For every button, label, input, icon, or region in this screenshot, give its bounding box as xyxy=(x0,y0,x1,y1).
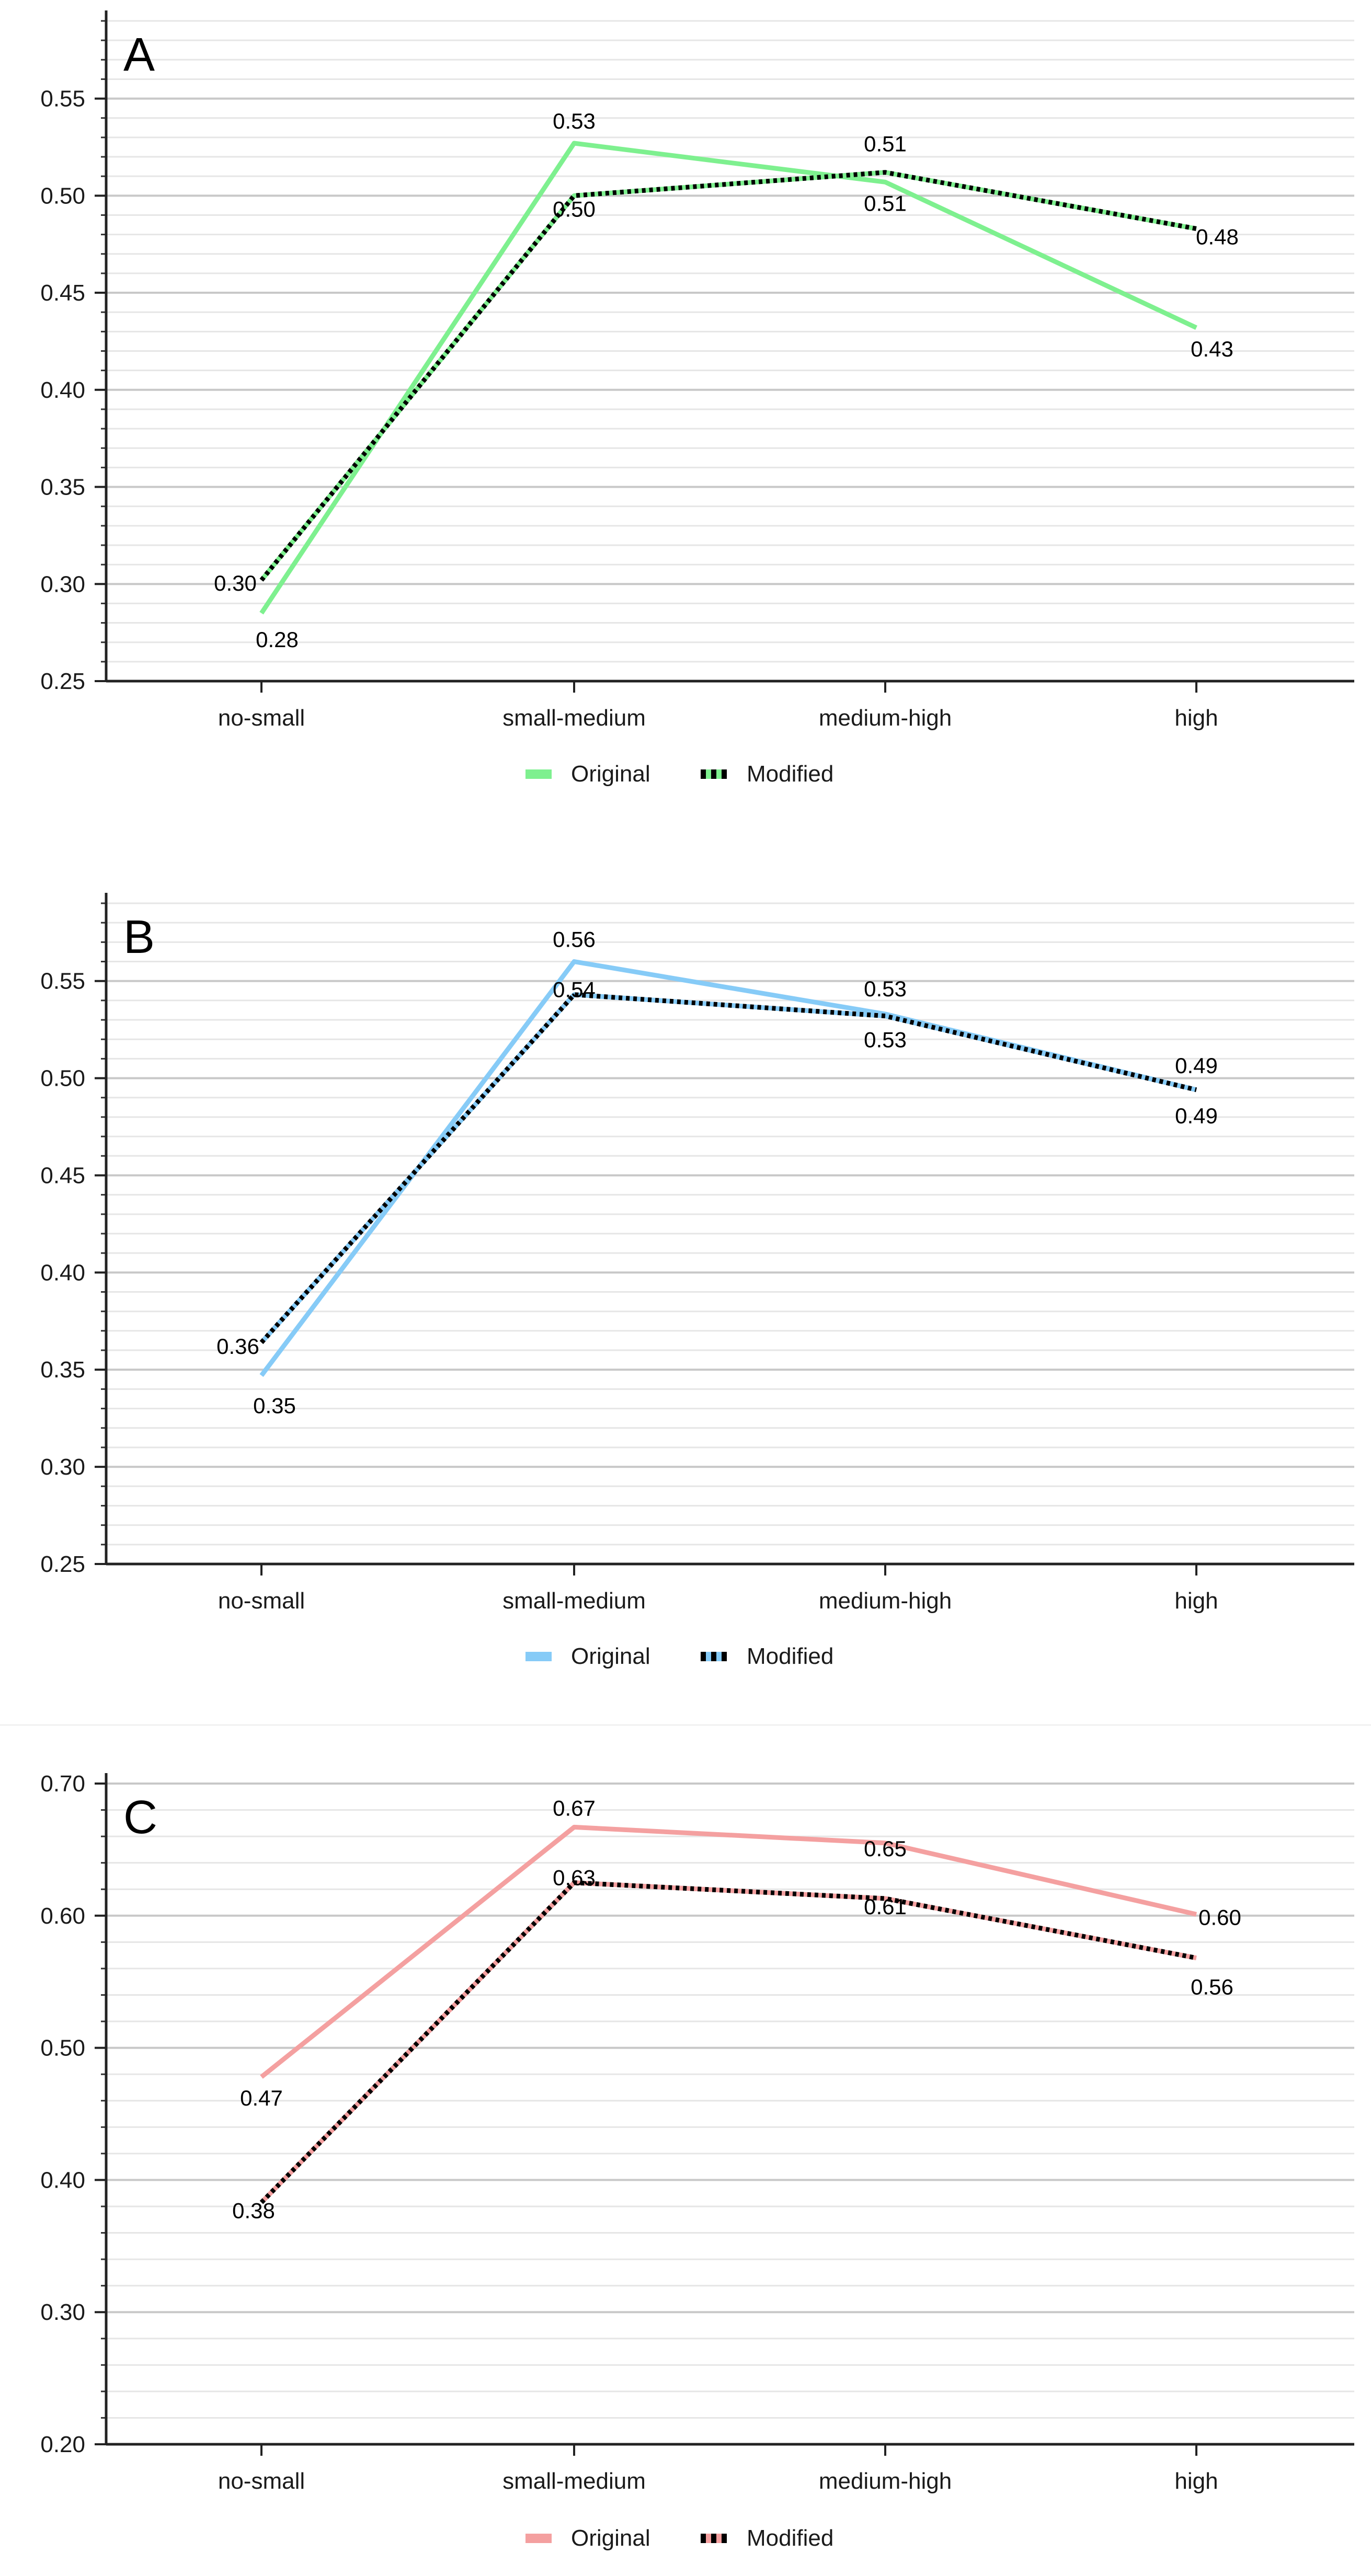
y-tick-label: 0.30 xyxy=(40,1454,85,1480)
x-tick-label: small-medium xyxy=(502,1588,646,1614)
series-line-original xyxy=(259,959,1197,1377)
y-tick-label: 0.40 xyxy=(40,1260,85,1285)
y-tick-label: 0.40 xyxy=(40,2167,85,2193)
series-line-modified-base xyxy=(259,992,1197,1344)
legend: Original Modified xyxy=(525,1643,833,1669)
data-label-modified: 0.36 xyxy=(216,1334,259,1359)
y-tick-label: 0.45 xyxy=(40,1163,85,1188)
data-label-modified: 0.50 xyxy=(553,197,596,221)
legend-label-original: Original xyxy=(571,1643,650,1669)
legend: Original Modified xyxy=(525,761,833,787)
y-tick-label: 0.50 xyxy=(40,1066,85,1091)
legend-label-modified: Modified xyxy=(747,2525,833,2551)
x-tick-label: high xyxy=(1174,705,1218,731)
y-tick-label: 0.30 xyxy=(40,571,85,597)
data-label-original: 0.49 xyxy=(1175,1053,1218,1078)
x-tick-label: no-small xyxy=(218,1588,305,1614)
data-label-original: 0.35 xyxy=(253,1393,296,1418)
data-label-modified: 0.48 xyxy=(1196,224,1239,249)
data-label-modified: 0.53 xyxy=(864,1028,907,1052)
y-tick-label: 0.35 xyxy=(40,1357,85,1383)
x-tick-label: medium-high xyxy=(819,1588,952,1614)
y-tick-label: 0.70 xyxy=(40,1771,85,1797)
x-tick-label: no-small xyxy=(218,2468,305,2494)
y-tick-label: 0.30 xyxy=(40,2299,85,2325)
data-label-modified: 0.54 xyxy=(553,978,596,1002)
data-label-original: 0.43 xyxy=(1191,337,1233,361)
chart-panel-a: 0.25 0.30 0.35 0.40 0.45 0.50 0.55 no-small smal… xyxy=(40,10,1354,787)
data-label-modified: 0.56 xyxy=(1191,1975,1233,1999)
y-tick-label: 0.45 xyxy=(40,280,85,306)
data-label-original: 0.28 xyxy=(256,627,299,652)
data-label-modified: 0.38 xyxy=(232,2198,275,2223)
data-label-original: 0.47 xyxy=(240,2086,283,2110)
legend-label-original: Original xyxy=(571,761,650,787)
data-label-modified: 0.49 xyxy=(1175,1103,1218,1128)
data-label-original: 0.67 xyxy=(553,1796,596,1820)
y-tick-label: 0.20 xyxy=(40,2432,85,2457)
series-line-modified-base xyxy=(259,170,1197,582)
data-label-original: 0.56 xyxy=(553,927,596,952)
data-label-original: 0.53 xyxy=(553,109,596,133)
x-tick-label: small-medium xyxy=(502,705,646,731)
x-tick-label: medium-high xyxy=(819,705,952,731)
y-tick-label: 0.35 xyxy=(40,475,85,500)
data-label-modified: 0.51 xyxy=(864,132,907,156)
x-tick-label: high xyxy=(1174,1588,1218,1614)
panel-letter: B xyxy=(123,911,155,963)
data-label-modified: 0.61 xyxy=(864,1894,907,1919)
y-tick-label: 0.50 xyxy=(40,183,85,209)
legend-label-modified: Modified xyxy=(747,761,833,787)
data-label-original: 0.51 xyxy=(864,191,907,215)
data-label-original: 0.53 xyxy=(864,976,907,1001)
y-tick-label: 0.40 xyxy=(40,377,85,403)
y-tick-label: 0.25 xyxy=(40,1551,85,1577)
data-label-original: 0.65 xyxy=(864,1836,907,1861)
legend-label-original: Original xyxy=(571,2525,650,2551)
x-tick-label: small-medium xyxy=(502,2468,646,2494)
legend-label-modified: Modified xyxy=(747,1643,833,1669)
series-line-original xyxy=(259,141,1197,615)
data-label-modified: 0.63 xyxy=(553,1866,596,1890)
series-line-modified xyxy=(259,1880,1197,2204)
y-tick-label: 0.60 xyxy=(40,1903,85,1929)
y-tick-label: 0.50 xyxy=(40,2036,85,2061)
chart-panel-b: 0.25 0.30 0.35 0.40 0.45 0.50 0.55 no-small smal… xyxy=(40,893,1354,1669)
x-tick-label: no-small xyxy=(218,705,305,731)
y-tick-label: 0.25 xyxy=(40,669,85,694)
chart-panel-c: 0.20 0.30 0.40 0.50 0.60 0.70 no-small small-me… xyxy=(40,1771,1354,2551)
x-tick-label: high xyxy=(1174,2468,1218,2494)
series-line-modified xyxy=(259,992,1197,1344)
series-line-original xyxy=(260,1824,1197,2079)
y-tick-label: 0.55 xyxy=(40,969,85,994)
panel-letter: C xyxy=(123,1791,157,1844)
x-tick-label: medium-high xyxy=(819,2468,952,2494)
data-label-original: 0.60 xyxy=(1198,1905,1241,1929)
y-tick-label: 0.55 xyxy=(40,86,85,112)
data-label-modified: 0.30 xyxy=(214,571,257,595)
panel-letter: A xyxy=(123,29,155,81)
legend: Original Modified xyxy=(525,2525,833,2551)
series-line-modified xyxy=(259,170,1197,582)
